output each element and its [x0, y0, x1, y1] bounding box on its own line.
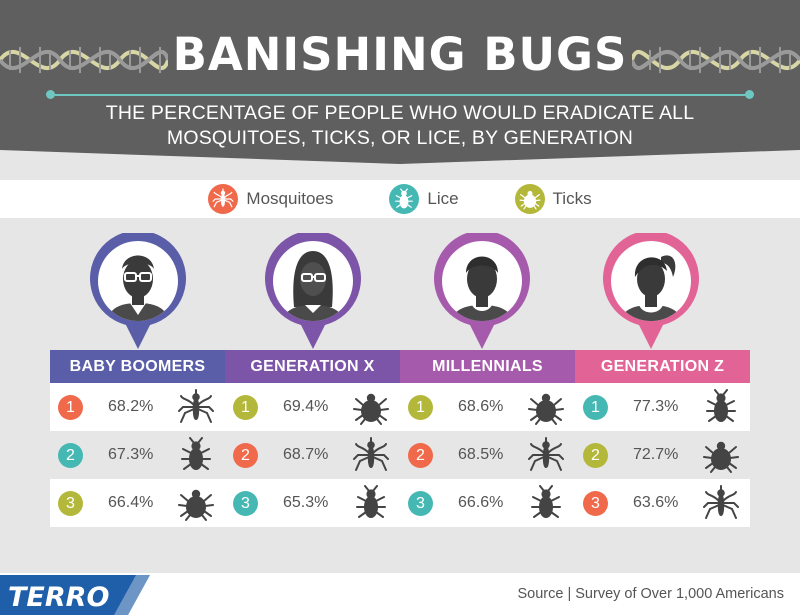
louse-icon	[181, 437, 211, 470]
legend: Mosquitoes Lice Ticks	[0, 180, 800, 218]
generation-z-avatar-icon	[603, 233, 699, 349]
subtitle-line-1: THE PERCENTAGE OF PEOPLE WHO WOULD ERADI…	[105, 102, 695, 124]
column-millennials: MILLENNIALS 1 68.6% 2 68.5% 3 66.6%	[400, 350, 575, 527]
mosquito-icon	[528, 437, 564, 471]
table-row: 3 66.6%	[400, 479, 575, 527]
tick-icon	[703, 441, 739, 473]
mosquito-icon	[353, 437, 389, 471]
column-header: GENERATION Z	[575, 350, 750, 383]
rank-badge: 3	[408, 490, 433, 516]
terro-logo: TERRO	[0, 575, 150, 615]
legend-item-ticks: Ticks	[514, 184, 592, 214]
header-banner	[0, 0, 800, 150]
tick-icon	[178, 489, 214, 521]
legend-label: Ticks	[552, 189, 592, 208]
mosquito-icon	[208, 184, 239, 214]
table-row: 2 67.3%	[50, 431, 225, 479]
table-row: 2 68.5%	[400, 431, 575, 479]
legend-item-lice: Lice	[389, 184, 459, 214]
title-divider	[50, 94, 750, 96]
column-header: BABY BOOMERS	[50, 350, 225, 383]
column-generation-x: GENERATION X 1 69.4% 2 68.7% 3 65.3%	[225, 350, 400, 527]
rank-badge: 2	[408, 442, 433, 468]
percentage-value: 77.3%	[633, 398, 679, 415]
rank-badge: 3	[583, 490, 608, 516]
percentage-value: 66.6%	[458, 494, 504, 511]
legend-label: Lice	[427, 189, 459, 208]
rank-badge: 1	[58, 394, 83, 420]
table-row: 3 65.3%	[225, 479, 400, 527]
rank-badge: 1	[233, 394, 258, 420]
column-header: MILLENNIALS	[400, 350, 575, 383]
legend-label: Mosquitoes	[246, 189, 334, 208]
tick-icon	[528, 393, 564, 425]
rank-badge: 1	[408, 394, 433, 420]
source-note: Source | Survey of Over 1,000 Americans	[517, 586, 784, 602]
table-row: 1 69.4%	[225, 383, 400, 431]
percentage-value: 65.3%	[283, 494, 329, 511]
table-row: 1 68.2%	[50, 383, 225, 431]
percentage-value: 66.4%	[108, 494, 154, 511]
rank-badge: 3	[233, 490, 258, 516]
subtitle: THE PERCENTAGE OF PEOPLE WHO WOULD ERADI…	[0, 101, 800, 151]
rank-badge: 3	[58, 490, 83, 516]
percentage-value: 69.4%	[283, 398, 329, 415]
rank-badge: 2	[58, 442, 83, 468]
rank-badge: 1	[583, 394, 608, 420]
tick-icon	[353, 393, 389, 425]
table-row: 1 77.3%	[575, 383, 750, 431]
mosquito-icon	[703, 485, 739, 519]
dna-helix-icon	[632, 47, 800, 73]
logo-text: TERRO	[8, 582, 109, 613]
millennial-avatar-icon	[434, 233, 530, 349]
table-row: 1 68.6%	[400, 383, 575, 431]
generation-x-avatar-icon	[265, 233, 361, 349]
subtitle-line-2: MOSQUITOES, TICKS, OR LICE, BY GENERATIO…	[166, 127, 634, 149]
column-generation-z: GENERATION Z 1 77.3% 2 72.7% 3 63.6%	[575, 350, 750, 527]
rank-badge: 2	[233, 442, 258, 468]
percentage-value: 68.7%	[283, 446, 329, 463]
percentage-value: 67.3%	[108, 446, 154, 463]
mosquito-icon	[178, 389, 214, 423]
table-row: 3 66.4%	[50, 479, 225, 527]
dna-helix-icon	[0, 47, 168, 73]
percentage-value: 68.6%	[458, 398, 504, 415]
divider-dot	[745, 90, 754, 99]
table-row: 2 72.7%	[575, 431, 750, 479]
louse-icon	[356, 485, 386, 518]
tick-icon	[514, 184, 545, 214]
baby-boomer-avatar-icon	[90, 233, 186, 349]
louse-icon	[531, 485, 561, 518]
percentage-value: 72.7%	[633, 446, 679, 463]
percentage-value: 68.2%	[108, 398, 154, 415]
rank-badge: 2	[583, 442, 608, 468]
column-baby-boomers: BABY BOOMERS 1 68.2% 2 67.3% 3 66.4%	[50, 350, 225, 527]
percentage-value: 68.5%	[458, 446, 504, 463]
divider-dot	[46, 90, 55, 99]
legend-item-mosquitoes: Mosquitoes	[208, 184, 333, 214]
page-title: BANISHING BUGS	[172, 28, 628, 81]
column-header: GENERATION X	[225, 350, 400, 383]
louse-icon	[706, 389, 736, 422]
table-row: 2 68.7%	[225, 431, 400, 479]
table-row: 3 63.6%	[575, 479, 750, 527]
percentage-value: 63.6%	[633, 494, 679, 511]
louse-icon	[389, 184, 420, 214]
header-notch	[0, 150, 800, 180]
